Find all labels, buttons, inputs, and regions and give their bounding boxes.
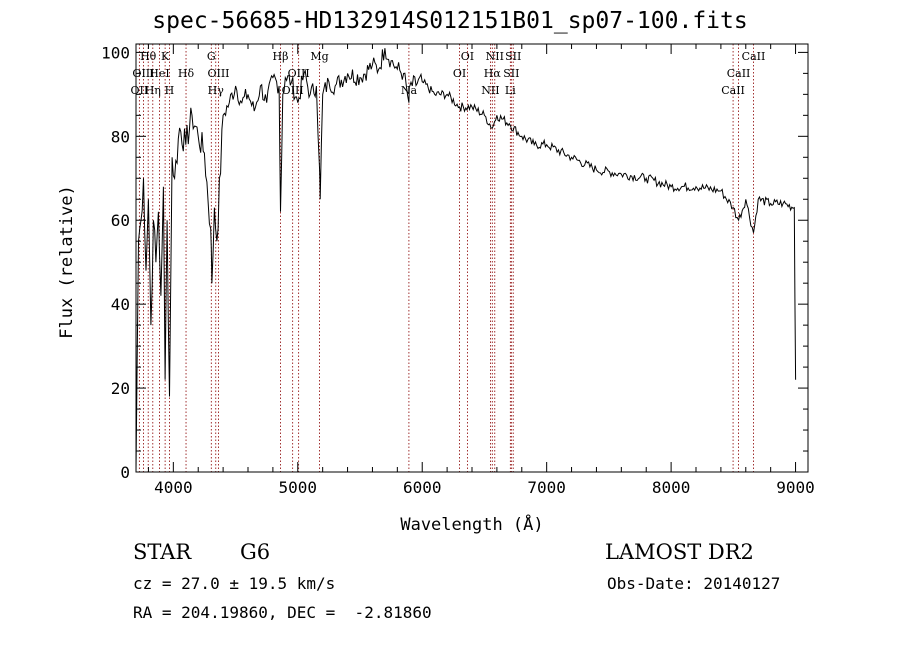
x-tick-label: 5000: [279, 478, 318, 497]
spectral-line-label: SII: [505, 50, 521, 63]
axes: 4000 5000 6000 7000 8000 9000 0 20 40 60 80 100: [101, 43, 815, 497]
spectral-line-label: OI: [461, 50, 474, 63]
spectral-line-label: Hγ: [208, 84, 225, 97]
spectral-line-label: OIII: [282, 84, 304, 97]
y-tick-label: 60: [111, 211, 130, 230]
spectral-line-label: H: [165, 84, 175, 97]
spectral-line-label: Hθ: [140, 50, 157, 63]
spectral-line-label: Na: [401, 84, 418, 97]
chart-title: spec-56685-HD132914S012151B01_sp07-100.f…: [152, 8, 748, 34]
object-class: STAR: [133, 540, 192, 564]
x-tick-label: 7000: [527, 478, 566, 497]
spectral-line-label: CaII: [721, 84, 745, 97]
spectral-line-label: CaII: [727, 67, 751, 80]
plot-frame: [135, 43, 809, 473]
obs-date-text: Obs-Date: 20140127: [607, 574, 781, 593]
spectral-line-label: G: [207, 50, 216, 63]
spectral-line-label: HeI: [149, 67, 169, 80]
spectral-line-label: OIII: [132, 67, 154, 80]
spectral-line-labels: OIIHθOIIIHηHeIKHHδGHγOIIIHβOIIIOIIIMgNaO…: [131, 50, 766, 97]
spectral-line-label: Hη: [145, 84, 161, 97]
y-tick-label: 0: [120, 463, 130, 482]
x-tick-label: 9000: [776, 478, 815, 497]
redshift-text: cz = 27.0 ± 19.5 km/s: [133, 574, 336, 593]
spectral-line-label: Hβ: [273, 50, 289, 63]
object-subclass: G6: [240, 540, 271, 564]
x-tick-label: 8000: [652, 478, 691, 497]
spectral-line-label: OII: [131, 84, 149, 97]
spectral-line-label: NII: [481, 84, 499, 97]
spectral-line-label: OI: [453, 67, 466, 80]
spectral-line-label: OIII: [288, 67, 310, 80]
spectral-line-label: Mg: [310, 50, 328, 63]
spectral-line-markers: [138, 44, 754, 472]
x-tick-label: 4000: [154, 478, 193, 497]
x-axis-label: Wavelength (Å): [400, 513, 543, 535]
y-axis-label: Flux (relative): [57, 185, 77, 339]
y-tick-label: 100: [101, 43, 130, 62]
survey-name: LAMOST DR2: [605, 540, 754, 564]
spectral-line-label: K: [161, 50, 170, 63]
y-tick-label: 20: [111, 379, 130, 398]
y-tick-label: 80: [111, 127, 130, 146]
spectral-line-label: Hα: [484, 67, 502, 80]
x-tick-label: 6000: [403, 478, 442, 497]
spectral-line-label: CaII: [742, 50, 766, 63]
coordinates-text: RA = 204.19860, DEC = -2.81860: [133, 603, 432, 622]
spectral-line-label: Li: [505, 84, 516, 97]
spectral-line-label: Hδ: [178, 67, 195, 80]
spectral-line-label: SII: [503, 67, 519, 80]
spectral-line-label: NII: [486, 50, 504, 63]
spectrum-line: [135, 48, 797, 473]
y-tick-label: 40: [111, 295, 130, 314]
spectral-line-label: OIII: [207, 67, 229, 80]
